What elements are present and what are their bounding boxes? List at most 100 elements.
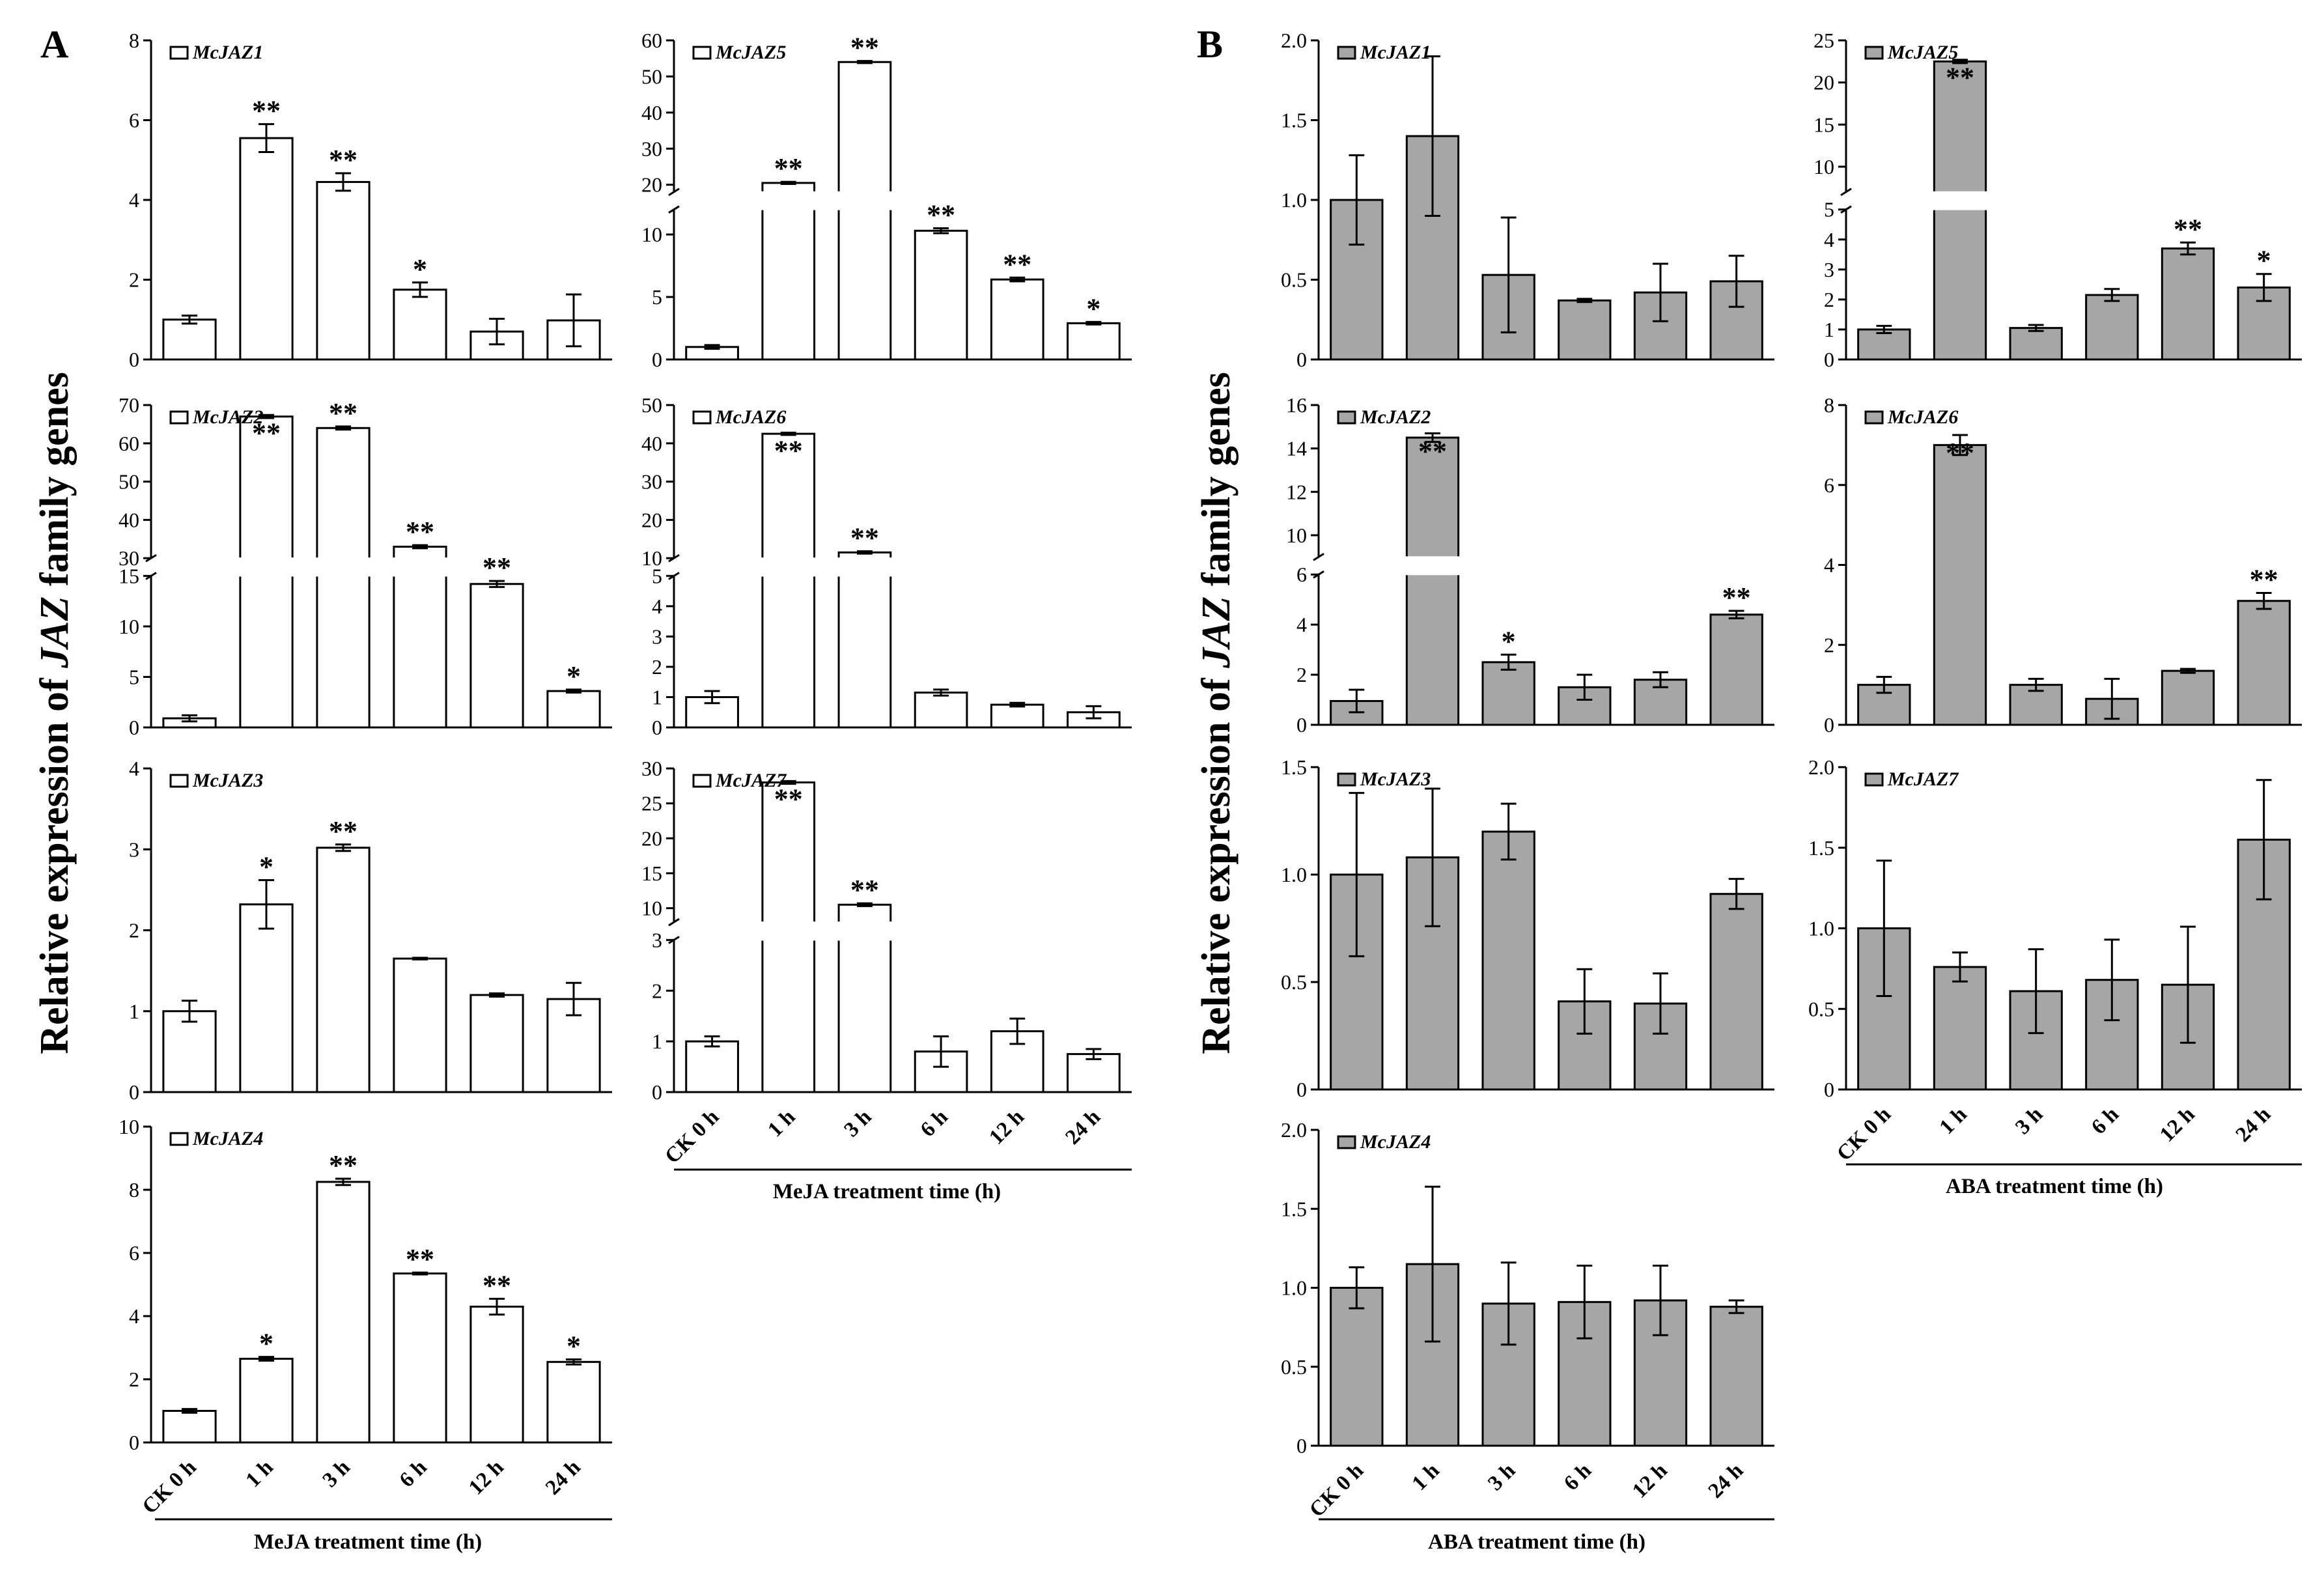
bar [1481, 830, 1535, 1091]
significance-label: ** [1722, 582, 1751, 613]
chart-b-mcjaz3: 0 0.5 1.0 1.5 McJAZ3 [1281, 755, 1774, 1101]
legend-swatch [169, 774, 189, 788]
significance-label: ** [252, 95, 281, 127]
significance-label: ** [329, 1149, 357, 1181]
x-axis-title-a1: MeJA treatment time (h) [254, 1530, 482, 1554]
legend-label: McJAZ5 [715, 42, 786, 63]
bar [914, 691, 968, 729]
bar-break-gap [1930, 191, 1990, 210]
legend-swatch [1337, 46, 1356, 60]
axis-break-mark [1313, 552, 1324, 561]
legend-label: McJAZ7 [715, 770, 787, 791]
legend-swatch [1337, 772, 1356, 787]
x-tick-label: 24 h [541, 1455, 585, 1500]
x-tick-label: 6 h [395, 1455, 432, 1492]
significance-label: ** [483, 552, 511, 583]
y-tick-label: 0 [1296, 348, 1307, 371]
significance-label: ** [1946, 62, 1974, 94]
bar [1481, 661, 1535, 726]
bar [239, 903, 294, 1093]
y-tick-label: 1.0 [1281, 1276, 1307, 1300]
x-tick-label: 3 h [840, 1105, 876, 1142]
y-tick-label: 30 [641, 757, 662, 780]
significance-label: ** [329, 144, 357, 176]
significance-label: ** [850, 522, 879, 554]
bar-break-gap [835, 557, 895, 577]
significance-label: * [1086, 292, 1100, 324]
y-tick-label: 5 [652, 564, 662, 587]
y-tick-label: 60 [119, 432, 139, 455]
y-tick-label: 0 [129, 1080, 139, 1104]
bar [393, 288, 447, 361]
y-tick-label: 8 [129, 29, 139, 52]
legend-label: McJAZ1 [192, 42, 263, 63]
legend-swatch [692, 774, 712, 788]
bar [393, 1272, 447, 1444]
y-tick-label: 16 [1286, 393, 1307, 417]
y-tick-label: 50 [641, 64, 662, 88]
y-tick-label: 4 [652, 595, 662, 618]
bar [761, 432, 816, 729]
significance-label: * [567, 1330, 581, 1362]
legend-label: McJAZ6 [715, 406, 786, 428]
legend-label: McJAZ2 [192, 406, 263, 428]
axis-break-mark [668, 205, 680, 214]
bar [837, 61, 892, 361]
y-tick-label: 1 [129, 1000, 139, 1023]
y-tick-label: 10 [1286, 524, 1307, 547]
x-tick-label: 6 h [2087, 1103, 2123, 1139]
significance-label: ** [774, 152, 803, 184]
y-tick-label: 0 [1296, 1078, 1307, 1101]
significance-label: ** [252, 417, 281, 449]
legend-swatch [1337, 410, 1356, 425]
significance-label: ** [483, 1269, 511, 1301]
legend-swatch [1337, 1135, 1356, 1149]
panel-label-b: B [1197, 23, 1223, 66]
bar [316, 180, 371, 361]
x-tick-label: 12 h [2155, 1103, 2200, 1147]
x-axis-title-b1: ABA treatment time (h) [1428, 1530, 1645, 1554]
axis-break-mark [1840, 188, 1852, 197]
legend-swatch [692, 46, 712, 60]
y-tick-label: 0 [1824, 1078, 1834, 1101]
bar [685, 1040, 739, 1093]
y-tick-label: 4 [1824, 554, 1834, 577]
y-tick-label: 1.0 [1281, 863, 1307, 886]
legend-swatch [1864, 772, 1884, 787]
panel-label-a: A [40, 23, 68, 66]
bar-break-gap [1403, 556, 1463, 576]
y-tick-label: 4 [129, 1304, 139, 1328]
y-tick-label: 25 [1813, 29, 1834, 52]
y-tick-label: 1 [652, 685, 662, 709]
y-axis-title-b: Relative expression of JAZ family genes [1194, 372, 1239, 1054]
y-tick-label: 60 [641, 29, 662, 52]
y-tick-label: 2.0 [1808, 755, 1834, 779]
y-tick-label: 4 [129, 757, 139, 780]
bar [469, 1305, 524, 1444]
legend-swatch [169, 410, 189, 425]
legend-swatch [1864, 410, 1884, 425]
y-tick-label: 0 [652, 716, 662, 739]
y-tick-label: 25 [641, 792, 662, 815]
significance-label: ** [2250, 563, 2278, 595]
y-tick-label: 5 [1824, 198, 1834, 221]
y-tick-label: 3 [652, 625, 662, 648]
significance-label: ** [774, 783, 803, 815]
bar [1709, 1306, 1763, 1447]
y-tick-label: 1 [1824, 318, 1834, 341]
significance-label: ** [850, 32, 879, 64]
legend-label: McJAZ2 [1360, 406, 1431, 428]
chart-b-mcjaz1: 0 0.5 1.0 1.5 2.0 McJAZ1 [1281, 29, 1774, 371]
y-tick-label: 50 [641, 393, 662, 417]
bar [393, 957, 447, 1093]
x-tick-label: CK 0 h [138, 1455, 201, 1519]
bar [469, 994, 524, 1093]
x-tick-label: CK 0 h [1305, 1459, 1368, 1522]
y-tick-label: 0 [652, 1080, 662, 1104]
chart-a-mcjaz6: 0 1 2 3 4 510 20 30 40 50 ** ** McJAZ6 [641, 393, 1132, 739]
